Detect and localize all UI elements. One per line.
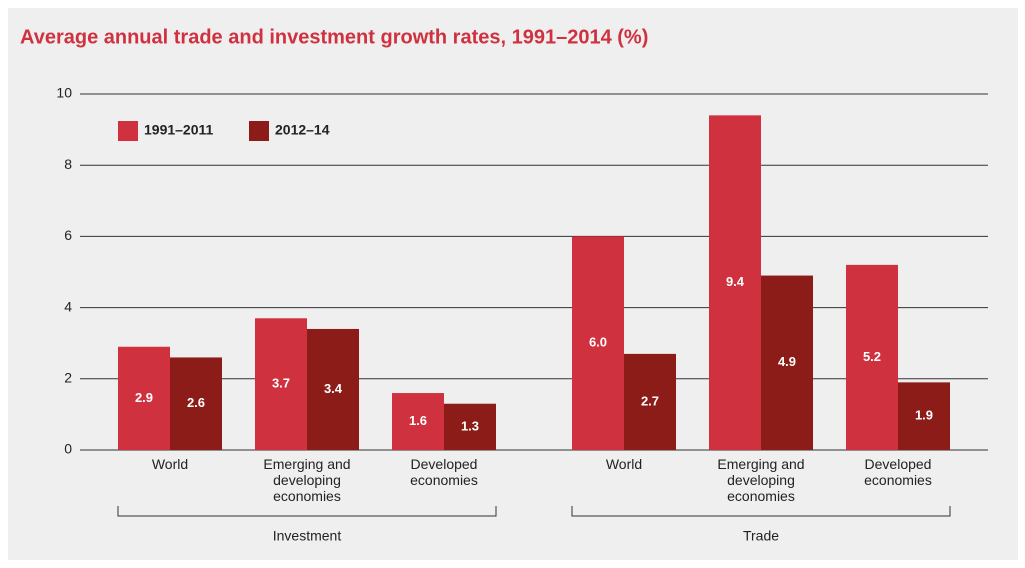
legend-swatch	[249, 121, 269, 141]
bar	[846, 264, 898, 450]
value-label: 1.6	[409, 413, 427, 428]
legend-label: 2012–14	[275, 122, 330, 138]
y-tick-label: 6	[64, 227, 72, 243]
y-tick-label: 8	[64, 156, 72, 172]
bar	[118, 346, 170, 450]
bar	[444, 403, 496, 450]
x-tick-label: Emerging and developing economies	[717, 456, 805, 504]
value-label: 3.7	[272, 376, 290, 391]
x-tick-label: Developed economies	[864, 456, 932, 488]
value-label: 1.3	[461, 418, 479, 433]
chart-title: Average annual trade and investment grow…	[20, 26, 648, 48]
value-label: 2.7	[641, 393, 659, 408]
bar	[307, 328, 359, 450]
bar	[170, 357, 222, 450]
value-label: 1.9	[915, 408, 933, 423]
x-tick-label: Developed economies	[410, 456, 478, 488]
x-tick-label: World	[605, 456, 643, 472]
group-bracket	[571, 506, 951, 517]
x-tick-label: World	[151, 456, 189, 472]
value-label: 5.2	[863, 349, 881, 364]
bar	[624, 353, 676, 450]
group-label: Trade	[743, 528, 779, 544]
x-tick-label: Emerging and developing economies	[263, 456, 351, 504]
group-bracket	[117, 506, 497, 517]
bar	[709, 115, 761, 451]
bar	[761, 275, 813, 450]
value-label: 6.0	[589, 335, 607, 350]
group-label: Investment	[273, 528, 342, 544]
value-label: 2.9	[135, 390, 153, 405]
value-label: 9.4	[726, 274, 745, 289]
legend-label: 1991–2011	[144, 122, 214, 138]
y-tick-label: 4	[64, 298, 72, 314]
value-label: 2.6	[187, 395, 205, 410]
bar	[898, 382, 950, 450]
value-label: 3.4	[324, 381, 343, 396]
bar	[572, 236, 624, 450]
y-tick-label: 0	[64, 441, 72, 457]
value-label: 4.9	[778, 354, 796, 369]
y-tick-label: 2	[64, 370, 72, 386]
y-tick-label: 10	[56, 85, 72, 101]
bar	[255, 318, 307, 450]
legend-swatch	[118, 121, 138, 141]
bar	[392, 393, 444, 450]
